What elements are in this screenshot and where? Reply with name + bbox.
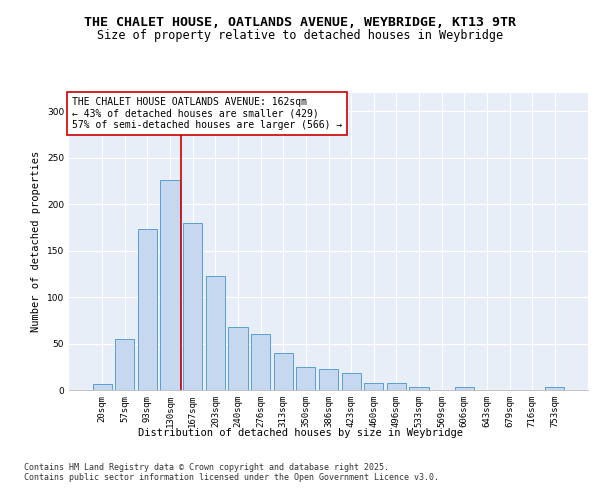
Text: THE CHALET HOUSE OATLANDS AVENUE: 162sqm
← 43% of detached houses are smaller (4: THE CHALET HOUSE OATLANDS AVENUE: 162sqm…	[71, 97, 342, 130]
Bar	[341, 374, 361, 390]
Text: Distribution of detached houses by size in Weybridge: Distribution of detached houses by size …	[137, 428, 463, 438]
Bar	[274, 353, 293, 390]
Bar	[183, 222, 202, 390]
Bar	[160, 180, 180, 390]
Bar	[319, 368, 338, 390]
Bar	[455, 387, 474, 390]
Bar	[251, 334, 270, 390]
Bar	[387, 382, 406, 390]
Text: Size of property relative to detached houses in Weybridge: Size of property relative to detached ho…	[97, 30, 503, 43]
Text: THE CHALET HOUSE, OATLANDS AVENUE, WEYBRIDGE, KT13 9TR: THE CHALET HOUSE, OATLANDS AVENUE, WEYBR…	[84, 16, 516, 29]
Bar	[115, 339, 134, 390]
Bar	[296, 367, 316, 390]
Y-axis label: Number of detached properties: Number of detached properties	[31, 150, 41, 332]
Bar	[206, 276, 225, 390]
Bar	[364, 382, 383, 390]
Text: Contains HM Land Registry data © Crown copyright and database right 2025.
Contai: Contains HM Land Registry data © Crown c…	[24, 462, 439, 482]
Bar	[138, 229, 157, 390]
Bar	[545, 387, 565, 390]
Bar	[92, 384, 112, 390]
Bar	[409, 387, 428, 390]
Bar	[229, 327, 248, 390]
